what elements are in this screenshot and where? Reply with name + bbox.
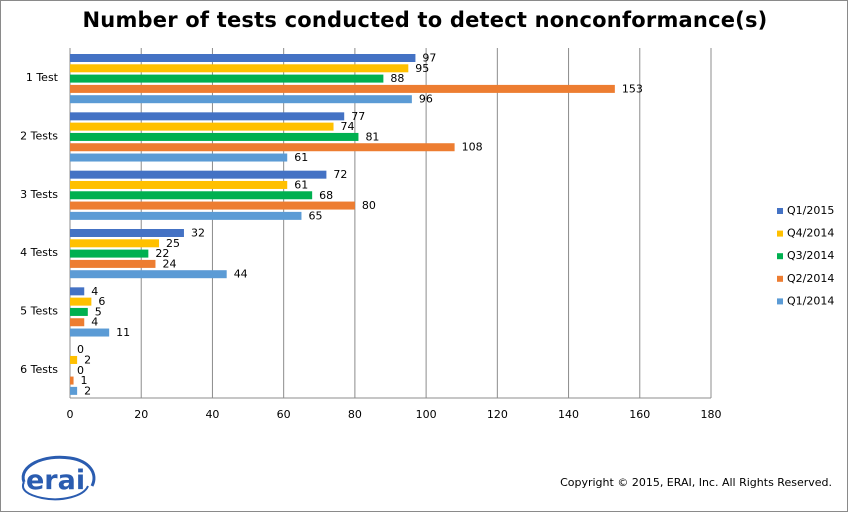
bar [70,201,355,210]
data-label: 2 [84,384,91,397]
bar [70,259,156,268]
legend-swatch [777,298,783,305]
data-label: 0 [77,364,84,377]
data-label: 0 [77,343,84,356]
legend-label: Q3/2014 [787,249,834,262]
data-label: 4 [91,285,98,298]
data-label: 81 [365,130,379,143]
data-label: 153 [622,82,643,95]
bar [70,239,160,248]
data-label: 72 [333,168,347,181]
data-label: 2 [84,353,91,366]
bar [70,95,412,104]
data-label: 24 [162,257,176,270]
legend-label: Q4/2014 [787,227,834,240]
legend-label: Q1/2015 [787,204,834,217]
category-label: 5 Tests [20,305,58,318]
data-label: 97 [422,52,436,65]
x-tick-label: 160 [629,408,650,421]
category-label: 1 Test [26,71,59,84]
legend-swatch [777,230,783,237]
legend-swatch [777,275,783,282]
data-label: 61 [294,151,308,164]
bar [70,180,288,189]
x-tick-label: 100 [416,408,437,421]
bar [70,386,78,395]
x-tick-label: 120 [487,408,508,421]
category-label: 4 Tests [20,246,58,259]
data-label: 88 [390,72,404,85]
x-tick-label: 60 [277,408,291,421]
bar [70,74,384,83]
x-tick-label: 40 [205,408,219,421]
bar [70,84,615,93]
data-label: 5 [95,305,102,318]
x-tick-label: 180 [701,408,722,421]
legend-swatch [777,208,783,214]
bar [70,376,74,385]
bar [70,229,184,237]
x-tick-label: 20 [134,408,148,421]
data-label: 4 [91,316,98,329]
data-label: 65 [308,209,322,222]
data-label: 95 [415,62,429,75]
category-label: 3 Tests [20,188,58,201]
bar [70,170,327,179]
bar [70,143,455,152]
copyright-text: Copyright © 2015, ERAI, Inc. All Rights … [560,476,832,489]
erai-logo: erai [21,455,96,501]
data-label: 61 [294,178,308,191]
legend-label: Q2/2014 [787,272,834,285]
data-label: 1 [81,374,88,387]
bar [70,122,334,131]
bar [70,287,85,296]
category-label: 2 Tests [20,130,58,143]
data-label: 32 [191,227,205,240]
data-label: 11 [116,326,130,339]
data-label: 44 [234,268,248,281]
logo-lettering: erai [26,465,85,496]
bar [70,112,345,121]
bar [70,191,313,200]
chart-title: Number of tests conducted to detect nonc… [82,8,768,32]
x-tick-label: 0 [67,408,74,421]
data-label: 80 [362,199,376,212]
data-label: 96 [419,93,433,106]
bar [70,153,288,162]
bar [70,307,88,316]
data-label: 74 [341,120,355,133]
bar [70,270,227,279]
data-label: 77 [351,110,365,123]
data-label: 6 [98,295,105,308]
data-label: 25 [166,237,180,250]
x-tick-label: 140 [558,408,579,421]
bar [70,132,359,141]
data-label: 22 [155,247,169,260]
bar [70,297,92,306]
data-label: 68 [319,189,333,202]
bar [70,249,149,258]
bar [70,64,409,73]
bar [70,318,85,327]
legend-label: Q1/2014 [787,294,834,307]
category-label: 6 Tests [20,363,58,376]
data-label: 108 [462,141,483,154]
bar [70,328,110,337]
legend-swatch [777,253,783,260]
bar [70,211,302,220]
x-tick-label: 80 [348,408,362,421]
bar [70,54,416,62]
bar [70,355,78,364]
